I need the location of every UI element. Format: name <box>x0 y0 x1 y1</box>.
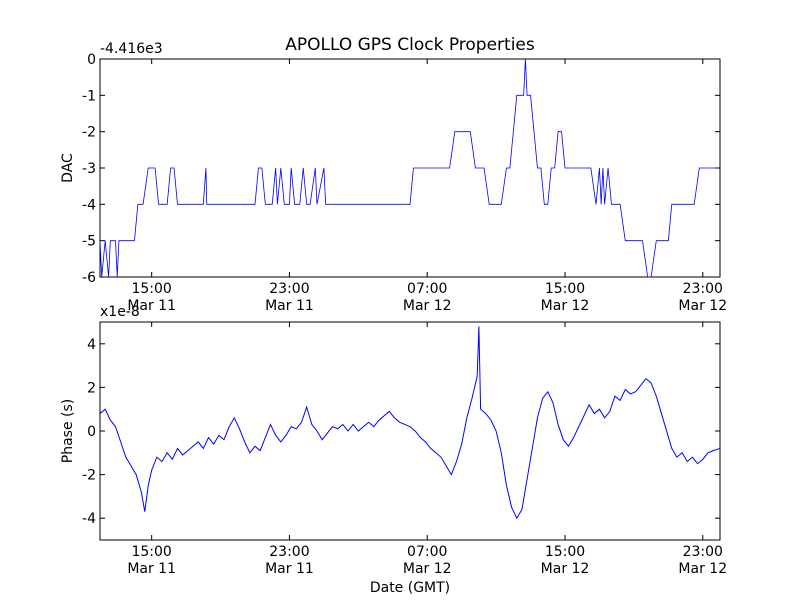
y-tick-label: -6 <box>82 270 96 286</box>
x-tick-date-label: Mar 11 <box>127 298 176 314</box>
x-tick-date-label: Mar 11 <box>265 298 314 314</box>
x-tick-date-label: Mar 12 <box>678 561 727 577</box>
x-tick-time-label: 07:00 <box>407 544 447 560</box>
x-tick-date-label: Mar 12 <box>541 561 590 577</box>
y-tick-label: 0 <box>87 424 96 440</box>
series-line <box>99 58 720 278</box>
x-tick-date-label: Mar 12 <box>541 298 590 314</box>
y-tick-label: 0 <box>87 52 96 68</box>
y-tick-label: -2 <box>82 468 96 484</box>
y-tick-label: 4 <box>87 337 96 353</box>
plot-frame <box>99 58 721 278</box>
x-tick-time-label: 15:00 <box>545 544 585 560</box>
axis-offset-label: -4.416e3 <box>100 41 163 57</box>
x-tick-time-label: 23:00 <box>683 281 723 297</box>
series-line <box>99 326 721 520</box>
x-axis-label: Date (GMT) <box>370 580 450 596</box>
x-tick-date-label: Mar 11 <box>265 561 314 577</box>
x-tick-time-label: 15:00 <box>131 544 171 560</box>
y-tick-label: -5 <box>82 234 96 250</box>
y-tick-label: -4 <box>82 197 96 213</box>
x-tick-time-label: 15:00 <box>131 281 171 297</box>
y-tick-label: -4 <box>82 511 96 527</box>
x-tick-time-label: 15:00 <box>545 281 585 297</box>
y-tick-label: -1 <box>82 88 96 104</box>
y-tick-label: -2 <box>82 125 96 141</box>
y-tick-label: -3 <box>82 161 96 177</box>
x-tick-date-label: Mar 11 <box>127 561 176 577</box>
x-tick-time-label: 23:00 <box>683 544 723 560</box>
y-tick-label: 2 <box>87 380 96 396</box>
x-tick-date-label: Mar 12 <box>403 561 452 577</box>
x-tick-date-label: Mar 12 <box>678 298 727 314</box>
x-tick-time-label: 07:00 <box>407 281 447 297</box>
y-axis-label: Phase (s) <box>60 399 76 463</box>
plot-frame <box>99 321 721 541</box>
chart-title: APOLLO GPS Clock Properties <box>285 35 535 55</box>
axis-offset-label: x1e-8 <box>100 304 140 320</box>
x-tick-time-label: 23:00 <box>269 544 309 560</box>
y-axis-label: DAC <box>60 153 76 183</box>
x-tick-time-label: 23:00 <box>269 281 309 297</box>
x-tick-date-label: Mar 12 <box>403 298 452 314</box>
